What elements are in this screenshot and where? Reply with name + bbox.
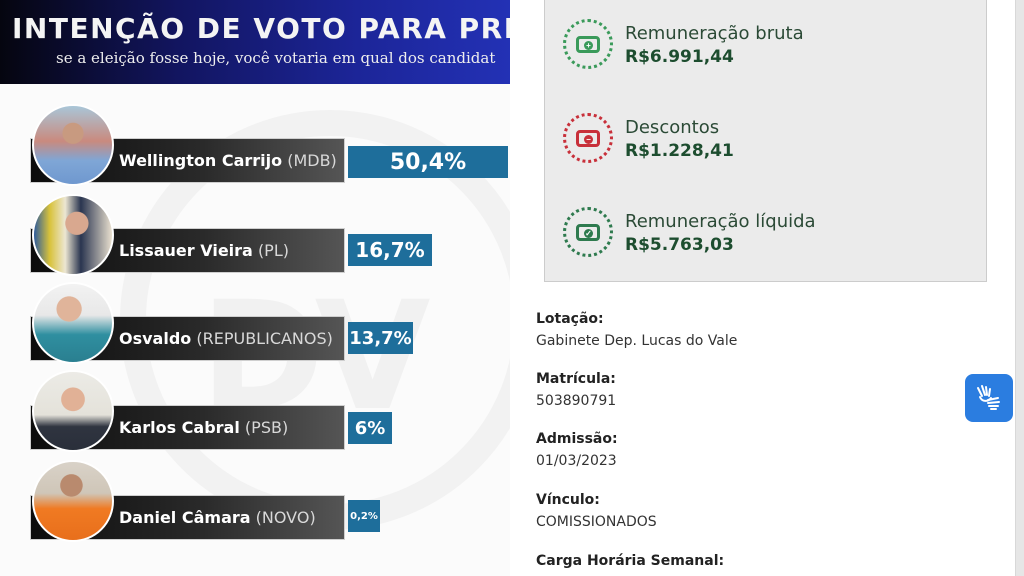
field-label: Carga Horária Semanal: — [536, 553, 725, 569]
field-lotacao: Lotação: Gabinete Dep. Lucas do Vale — [536, 311, 936, 349]
field-value: 503890791 — [536, 393, 617, 409]
salary-value: R$1.228,41 — [625, 141, 734, 161]
salary-summary-card: + Remuneração bruta R$6.991,44 − Descont… — [544, 0, 987, 282]
salary-item-gross: + Remuneração bruta R$6.991,44 — [563, 19, 963, 79]
candidate-name: Wellington Carrijo — [119, 151, 283, 170]
candidate-percent-bar: 13,7% — [348, 322, 413, 354]
poll-graphic: DV INTENÇÃO DE VOTO PARA PRE se a eleiçã… — [0, 0, 510, 576]
candidate-avatar — [32, 282, 114, 364]
candidate-percent-bar: 6% — [348, 412, 392, 444]
salary-item-discounts: − Descontos R$1.228,41 — [563, 113, 963, 173]
candidate-name: Lissauer Vieira — [119, 241, 253, 260]
poll-subtitle: se a eleição fosse hoje, você votaria em… — [56, 49, 496, 67]
field-vinculo: Vínculo: COMISSIONADOS — [536, 492, 936, 530]
field-admissao: Admissão: 01/03/2023 — [536, 431, 936, 469]
salary-label: Remuneração bruta — [625, 23, 804, 44]
candidate-party: (PSB) — [244, 418, 289, 437]
field-value: 01/03/2023 — [536, 453, 617, 469]
candidate-party: (NOVO) — [255, 508, 316, 527]
field-matricula: Matrícula: 503890791 — [536, 371, 936, 409]
sign-language-hands-icon — [977, 385, 1000, 410]
candidate-avatar — [32, 460, 114, 542]
money-minus-icon: − — [563, 113, 613, 163]
candidate-row: Wellington Carrijo (MDB) 50,4% — [0, 100, 510, 190]
salary-value: R$5.763,03 — [625, 235, 734, 255]
field-carga-horaria: Carga Horária Semanal: — [536, 553, 936, 569]
candidate-avatar — [32, 194, 114, 276]
candidate-row: Osvaldo (REPUBLICANOS) 13,7% — [0, 280, 510, 370]
candidate-name: Osvaldo — [119, 329, 192, 348]
money-plus-icon: + — [563, 19, 613, 69]
candidate-party: (MDB) — [287, 151, 337, 170]
candidate-avatar — [32, 104, 114, 186]
field-label: Vínculo: — [536, 492, 600, 508]
employee-details-panel: + Remuneração bruta R$6.991,44 − Descont… — [510, 0, 1024, 576]
candidate-party: (REPUBLICANOS) — [196, 329, 333, 348]
poll-title: INTENÇÃO DE VOTO PARA PRE — [12, 12, 510, 45]
field-label: Lotação: — [536, 311, 604, 327]
field-value: COMISSIONADOS — [536, 514, 657, 530]
field-value: Gabinete Dep. Lucas do Vale — [536, 333, 738, 349]
candidate-name: Daniel Câmara — [119, 508, 251, 527]
field-label: Admissão: — [536, 431, 618, 447]
accessibility-sign-language-button[interactable] — [965, 374, 1013, 422]
candidate-percent-bar: 50,4% — [348, 146, 508, 178]
candidate-row: Lissauer Vieira (PL) 16,7% — [0, 190, 510, 280]
candidate-avatar — [32, 370, 114, 452]
candidate-party: (PL) — [257, 241, 289, 260]
salary-item-net: ✓ Remuneração líquida R$5.763,03 — [563, 207, 963, 267]
field-label: Matrícula: — [536, 371, 616, 387]
candidate-name: Karlos Cabral — [119, 418, 240, 437]
salary-label: Descontos — [625, 117, 720, 138]
money-check-icon: ✓ — [563, 207, 613, 257]
salary-value: R$6.991,44 — [625, 47, 734, 67]
candidate-percent-bar: 16,7% — [348, 234, 432, 266]
candidate-row: Karlos Cabral (PSB) 6% — [0, 370, 510, 460]
salary-label: Remuneração líquida — [625, 211, 816, 232]
candidate-percent-bar: 0,2% — [348, 500, 380, 532]
scrollbar[interactable] — [1015, 0, 1024, 576]
candidate-row: Daniel Câmara (NOVO) 0,2% — [0, 460, 510, 550]
poll-header: INTENÇÃO DE VOTO PARA PRE se a eleição f… — [0, 0, 510, 84]
